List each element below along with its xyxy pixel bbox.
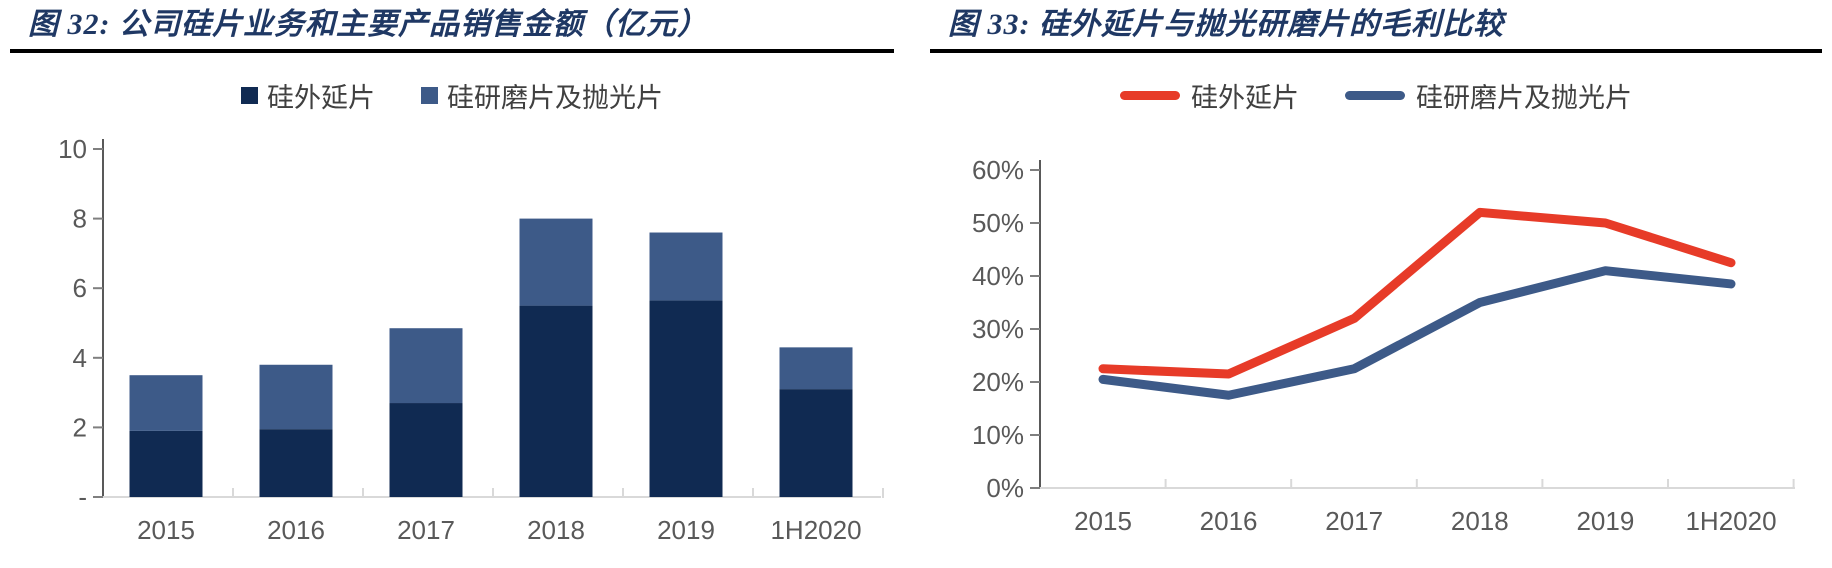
figure-33-title-rule [930, 49, 1822, 53]
y-tick-label: 8 [73, 204, 87, 234]
figure-33-legend: 硅外延片 硅研磨片及抛光片 [930, 77, 1822, 113]
legend-item-1: 硅研磨片及抛光片 [421, 76, 663, 115]
bar-segment-3-0 [519, 305, 593, 497]
legend-line-icon-1 [1345, 90, 1405, 100]
bar-segment-0-0 [129, 430, 203, 497]
y-tick-label: 40% [972, 261, 1024, 291]
y-tick-label: 6 [73, 273, 87, 303]
x-tick-label: 2019 [1576, 506, 1634, 536]
y-tick-label: 10 [58, 134, 87, 164]
legend-item-1: 硅研磨片及抛光片 [1345, 76, 1632, 115]
legend-label-0: 硅外延片 [267, 82, 375, 113]
figure-32-title-rule [10, 49, 894, 53]
y-tick-label: 60% [972, 155, 1024, 185]
legend-line-icon-0 [1120, 90, 1180, 100]
x-tick-label: 2017 [397, 515, 455, 545]
series-line-0 [1098, 207, 1736, 379]
x-tick-label: 2015 [137, 515, 195, 545]
figure-32-title: 图 32: 公司硅片业务和主要产品销售金额（亿元） [28, 8, 708, 41]
x-tick-label: 1H2020 [770, 515, 861, 545]
bar-segment-5-0 [779, 389, 853, 497]
x-tick-label: 2017 [1325, 506, 1383, 536]
figure-33: 图 33: 硅外延片与抛光研磨片的毛利比较 硅外延片 硅研磨片及抛光片 0% 10%… [930, 0, 1822, 568]
y-tick-label: 30% [972, 314, 1024, 344]
legend-square-icon-0 [241, 86, 258, 104]
x-tick-label: 2018 [527, 515, 585, 545]
bar-segment-4-0 [649, 300, 723, 497]
y-tick-label: 20% [972, 367, 1024, 397]
y-tick-label: 2 [73, 412, 87, 442]
legend-label-1: 硅研磨片及抛光片 [447, 82, 663, 113]
x-tick-label: 2019 [657, 515, 715, 545]
legend-item-0: 硅外延片 [241, 76, 375, 115]
legend-label-1: 硅研磨片及抛光片 [1416, 82, 1632, 113]
bar-segment-0-1 [129, 375, 203, 431]
x-tick-label: 2016 [1200, 506, 1258, 536]
bar-segment-4-1 [649, 232, 723, 301]
bar-segment-2-0 [389, 403, 463, 497]
bar-segment-2-1 [389, 328, 463, 404]
y-tick-label: 50% [972, 208, 1024, 238]
y-tick-label: - [78, 482, 87, 512]
legend-item-0: 硅外延片 [1120, 76, 1299, 115]
bar-segment-1-0 [259, 429, 333, 497]
y-tick-label: 0% [986, 473, 1024, 503]
figure-32: 图 32: 公司硅片业务和主要产品销售金额（亿元） 硅外延片 硅研磨片及抛光片 -… [10, 0, 894, 568]
bar-segment-1-1 [259, 364, 333, 430]
bar-segment-3-1 [519, 218, 593, 306]
y-tick-label: 10% [972, 420, 1024, 450]
x-tick-label: 2015 [1074, 506, 1132, 536]
line-chart: 0% 10% 20% 30% 40% 50% 60% 2015 2016 2017 2018 2019… [972, 155, 1795, 536]
stacked-bar-chart: - 2 4 6 8 10 2015 2016 2017 2018 2019 1H2020 [58, 134, 884, 545]
y-tick-label: 4 [73, 343, 87, 373]
x-tick-label: 1H2020 [1685, 506, 1776, 536]
figure-32-legend: 硅外延片 硅研磨片及抛光片 [10, 77, 894, 113]
figure-33-title: 图 33: 硅外延片与抛光研磨片的毛利比较 [948, 8, 1504, 41]
bar-segment-5-1 [779, 347, 853, 390]
x-tick-label: 2016 [267, 515, 325, 545]
x-tick-label: 2018 [1451, 506, 1509, 536]
legend-label-0: 硅外延片 [1191, 82, 1299, 113]
series-line-1 [1098, 266, 1736, 400]
legend-square-icon-1 [421, 86, 438, 104]
